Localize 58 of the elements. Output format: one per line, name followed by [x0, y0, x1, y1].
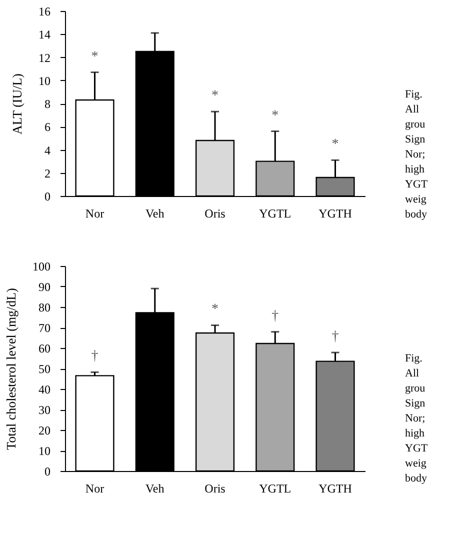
text: Nor; [405, 148, 426, 160]
y-tick-label: 0 [44, 190, 50, 204]
text: Nor; [405, 412, 426, 424]
x-tick-label: Nor [85, 482, 104, 496]
text: weig [405, 457, 427, 470]
y-tick-label: 70 [38, 321, 50, 335]
x-tick-label: YGTL [259, 482, 292, 496]
text: grou [405, 118, 426, 130]
y-tick-label: 2 [44, 166, 50, 180]
y-tick-label: 0 [44, 464, 50, 478]
x-tick-label: Veh [146, 206, 164, 220]
x-tick-label: YGTL [259, 206, 292, 220]
annotation: * [272, 108, 279, 124]
x-tick-label: YGTH [318, 206, 352, 220]
x-tick-label: YGTH [318, 482, 352, 496]
text: body [405, 472, 428, 484]
text: grou [405, 382, 426, 394]
text: Sign [405, 397, 426, 410]
y-tick-label: 6 [44, 120, 50, 134]
text: Fig. [405, 352, 423, 364]
text: high [405, 163, 426, 176]
annotation: * [332, 137, 339, 152]
x-tick-label: Nor [85, 206, 104, 220]
annotation: * [212, 302, 218, 318]
x-tick-label: Oris [204, 482, 226, 496]
text: Sign [405, 133, 426, 146]
annotation: † [272, 308, 279, 324]
y-tick-label: 4 [44, 143, 50, 158]
y-tick-label: 30 [38, 403, 50, 417]
annotation: † [91, 349, 98, 364]
annotation: * [212, 88, 218, 104]
annotation: * [91, 49, 98, 64]
y-tick-label: 10 [38, 74, 50, 88]
y-axis-title: ALT (IU/L) [10, 73, 24, 135]
y-tick-label: 14 [38, 28, 50, 42]
text: YGT [405, 178, 428, 190]
text: weig [405, 193, 427, 206]
text: high [405, 427, 426, 440]
y-tick-label: 100 [32, 260, 50, 274]
text: Fig. [405, 88, 423, 100]
y-tick-label: 12 [38, 50, 50, 65]
text: body [405, 208, 428, 220]
text: YGT [405, 442, 428, 454]
x-tick-label: Veh [146, 482, 164, 496]
y-tick-label: 60 [38, 342, 50, 356]
y-tick-label: 16 [38, 4, 50, 18]
y-tick-label: 80 [38, 300, 50, 314]
y-tick-label: 90 [38, 280, 50, 294]
y-tick-label: 20 [38, 424, 50, 438]
y-tick-label: 50 [38, 362, 50, 376]
y-tick-label: 8 [44, 97, 50, 111]
y-tick-label: 10 [38, 444, 50, 458]
annotation: † [332, 330, 339, 345]
y-axis-title: Total cholesterol level (mg/dL) [4, 288, 18, 450]
text: All [405, 103, 420, 116]
text: All [405, 367, 420, 380]
x-tick-label: Oris [204, 206, 226, 220]
y-tick-label: 40 [38, 382, 50, 396]
